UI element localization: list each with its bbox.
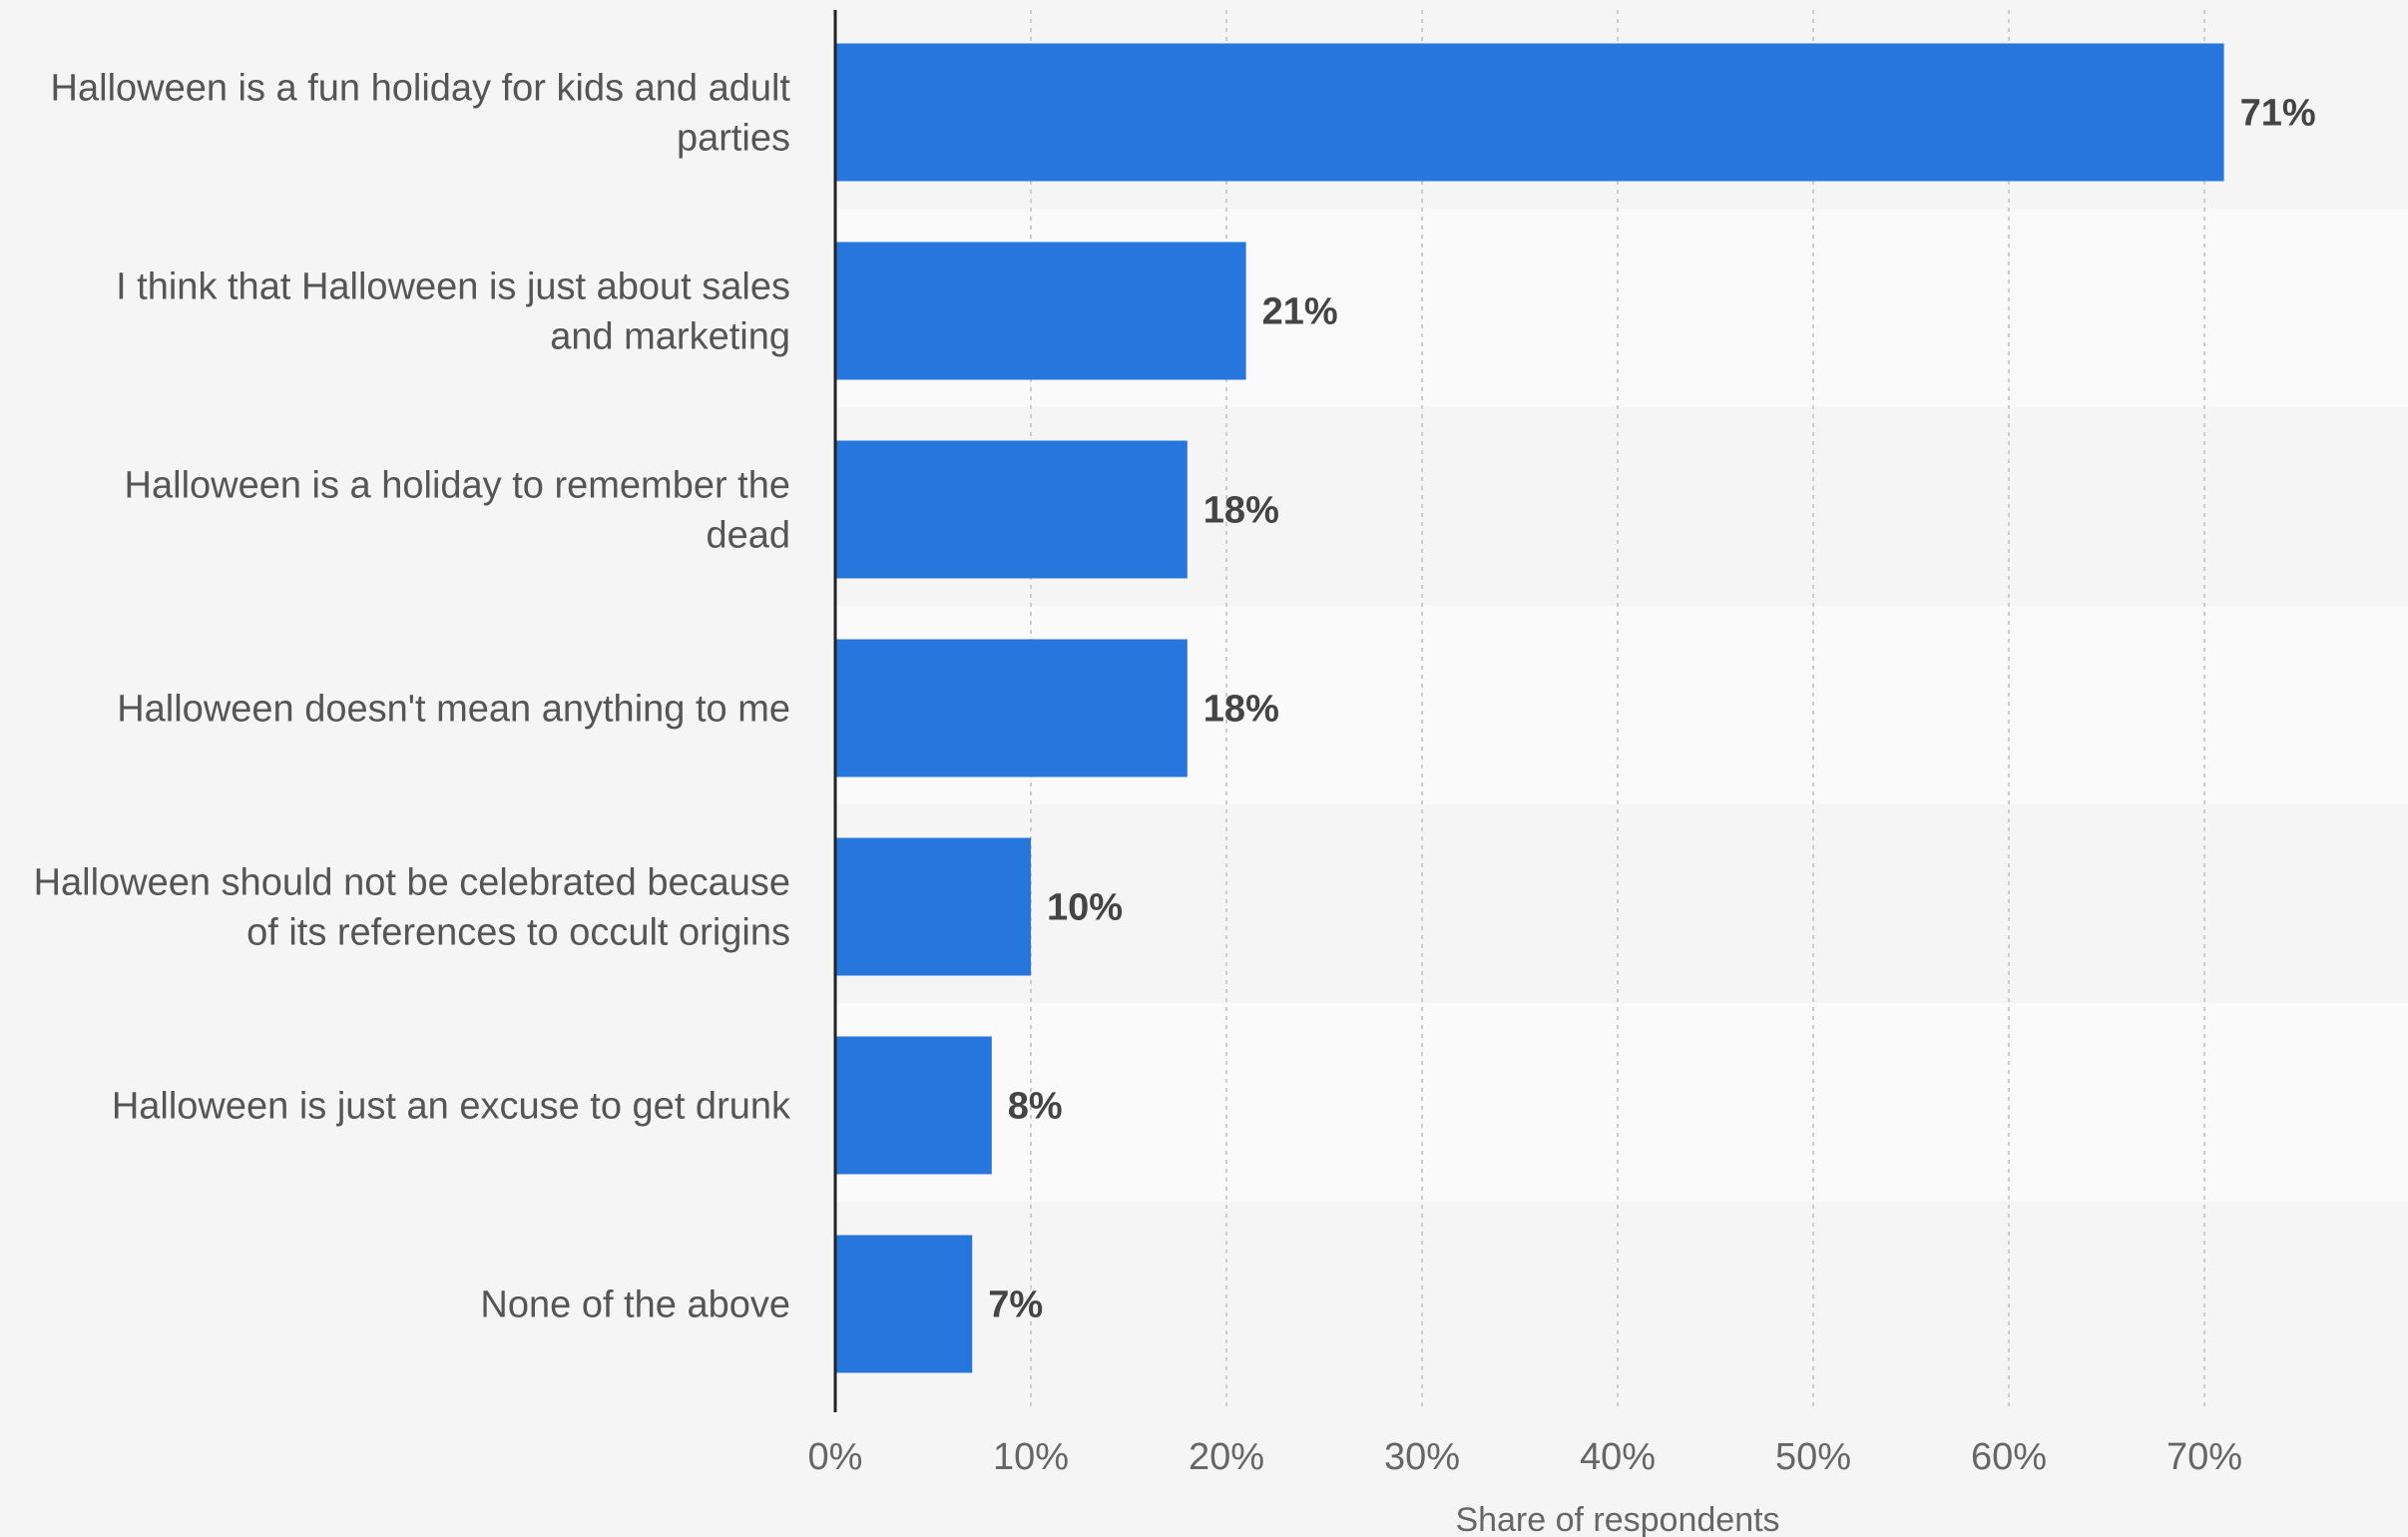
bars <box>835 43 2224 1373</box>
category-label-line: Halloween is a holiday to remember the <box>125 465 790 507</box>
category-label-line: I think that Halloween is just about sal… <box>116 266 790 308</box>
category-label: Halloween is a holiday to remember the de… <box>125 465 790 557</box>
x-tick-label: 50% <box>1775 1436 1851 1478</box>
category-label-line: dead <box>706 515 790 557</box>
x-axis-title: Share of respondents <box>1455 1501 1779 1537</box>
x-tick-label: 0% <box>808 1436 863 1478</box>
x-tick-label: 40% <box>1580 1436 1656 1478</box>
category-label: Halloween doesn't mean anything to me <box>117 689 790 731</box>
value-label: 18% <box>1204 490 1279 532</box>
category-label-line: of its references to occult origins <box>246 912 790 954</box>
category-labels: Halloween is a fun holiday for kids and … <box>34 68 791 1326</box>
category-label: Halloween should not be celebrated becau… <box>34 862 790 954</box>
category-label: Halloween is a fun holiday for kids and … <box>51 68 791 160</box>
category-label-line: None of the above <box>480 1284 790 1326</box>
x-tick-label: 20% <box>1189 1436 1264 1478</box>
x-tick-label: 60% <box>1971 1436 2047 1478</box>
x-tick-labels: 0% 10% 20% 30% 40% 50% 60% 70% <box>808 1436 2242 1478</box>
category-label-line: Halloween is a fun holiday for kids and … <box>51 68 791 110</box>
value-label: 8% <box>1008 1086 1063 1128</box>
row-band <box>835 1003 2408 1202</box>
category-label: None of the above <box>480 1284 790 1326</box>
value-label: 10% <box>1047 887 1123 929</box>
category-label-line: and marketing <box>550 316 790 358</box>
x-tick-label: 30% <box>1384 1436 1460 1478</box>
category-label-line: Halloween should not be celebrated becau… <box>34 862 790 904</box>
bar <box>835 43 2224 182</box>
category-label-line: Halloween is just an excuse to get drunk <box>112 1086 791 1128</box>
bar <box>835 639 1188 777</box>
bar <box>835 1036 992 1175</box>
value-label: 7% <box>988 1284 1043 1326</box>
row-band <box>835 1202 2408 1400</box>
x-tick-label: 70% <box>2167 1436 2242 1478</box>
bar <box>835 837 1031 976</box>
row-band <box>835 804 2408 1003</box>
category-label-line: Halloween doesn't mean anything to me <box>117 689 790 731</box>
value-labels: 71% 21% 18% 18% 10% 8% 7% <box>988 93 2315 1326</box>
bar <box>835 440 1188 579</box>
category-label: Halloween is just an excuse to get drunk <box>112 1086 791 1128</box>
bar <box>835 242 1246 380</box>
value-label: 21% <box>1262 291 1338 333</box>
value-label: 18% <box>1204 689 1279 731</box>
bar <box>835 1235 973 1373</box>
x-tick-label: 10% <box>993 1436 1069 1478</box>
row-bands <box>835 10 2408 1400</box>
category-label-line: parties <box>677 118 790 160</box>
value-label: 71% <box>2240 93 2316 135</box>
category-label: I think that Halloween is just about sal… <box>116 266 790 358</box>
